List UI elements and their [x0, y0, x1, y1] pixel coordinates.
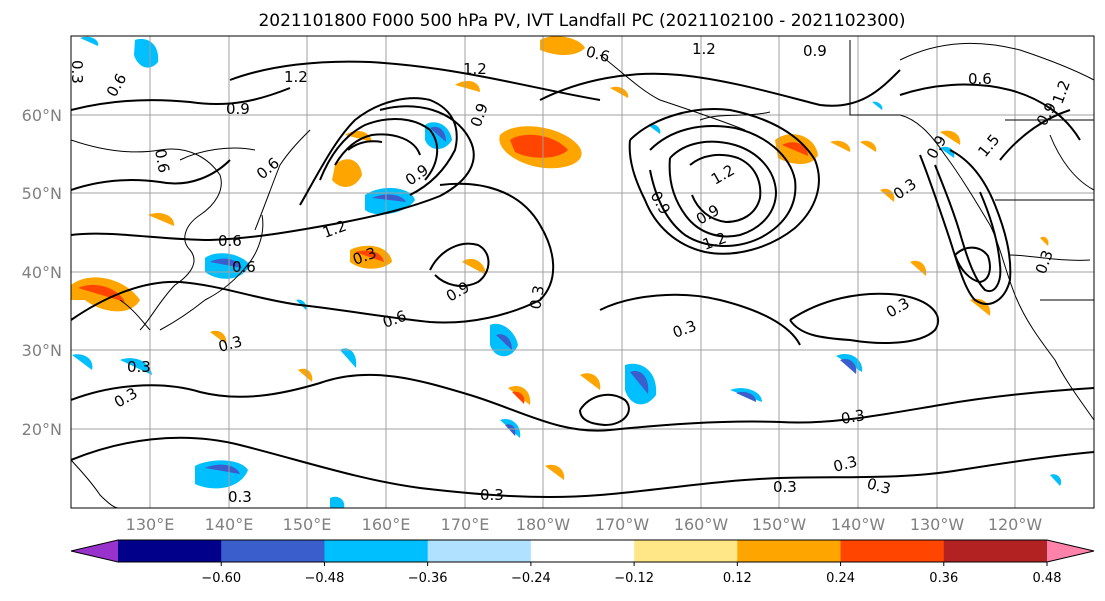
lon-label: 120°W [988, 515, 1043, 534]
lon-label: 140°E [205, 515, 254, 534]
lon-label: 160°E [362, 515, 411, 534]
colorbar-tick-label: −0.12 [614, 571, 654, 586]
colorbar-tick-label: −0.60 [201, 571, 241, 586]
lon-label: 170°W [595, 515, 650, 534]
colorbar-outline [70, 539, 1095, 563]
lon-label: 130°W [910, 515, 965, 534]
lon-label: 180°W [516, 515, 571, 534]
lon-label: 140°W [831, 515, 886, 534]
lon-label: 170°E [441, 515, 490, 534]
lon-label: 130°E [126, 515, 175, 534]
lat-label: 50°N [22, 184, 62, 203]
coastlines [71, 40, 1094, 508]
colorbar-bin [427, 540, 532, 562]
contour-label: 0.6 [584, 42, 612, 66]
colorbar-bin [530, 540, 635, 562]
lat-label: 20°N [22, 420, 62, 439]
pv-shading [71, 36, 1062, 508]
contour-label: 0.3 [526, 284, 548, 311]
contour-label: 0.3 [840, 406, 867, 428]
contour-label: 0.3 [865, 474, 893, 498]
contour-label: 0.9 [803, 42, 827, 60]
negative-anomaly-regions [72, 36, 1062, 508]
colorbar-tick-label: 0.24 [826, 571, 855, 586]
graticule [71, 36, 1094, 508]
map-title: 2021101800 F000 500 hPa PV, IVT Landfall… [258, 11, 905, 31]
colorbar: −0.60 −0.48 −0.36 −0.24 −0.12 0.12 0.24 0.36 0.4… [70, 539, 1095, 586]
lon-label: 150°W [752, 515, 807, 534]
contour-label: 0.6 [151, 148, 173, 175]
colorbar-bin [118, 540, 222, 562]
contour-label: 1.2 [463, 60, 487, 78]
positive-anomaly-regions [71, 36, 1049, 480]
lat-label: 40°N [22, 263, 62, 282]
contour-label: 0.3 [831, 452, 859, 476]
contour-label: 1.2 [284, 68, 308, 86]
pv-contours [71, 60, 1094, 499]
colorbar-bin [324, 540, 429, 562]
colorbar-bin [221, 540, 325, 562]
map-frame [70, 35, 1095, 509]
contour-label: 0.3 [228, 488, 252, 506]
colorbar-extend-low [71, 540, 118, 562]
map-panel: 0.3 0.6 1.2 0.9 0.6 1.2 0.9 0.6 0.9 1.2 … [68, 36, 1094, 508]
lon-label: 160°W [674, 515, 729, 534]
longitude-labels: 130°E 140°E 150°E 160°E 170°E 180°W 170°… [126, 515, 1043, 534]
contour-label: 0.6 [968, 70, 992, 88]
colorbar-tick-label: −0.36 [408, 571, 448, 586]
contour-label: 0.3 [773, 478, 797, 496]
contour-label: 0.3 [127, 358, 151, 376]
contour-label: 0.3 [68, 60, 86, 84]
contour-label: 0.6 [232, 258, 256, 276]
colorbar-bin [840, 540, 945, 562]
contour-label: 0.3 [216, 332, 244, 356]
colorbar-tick-label: −0.48 [305, 571, 345, 586]
latitude-labels: 60°N 50°N 40°N 30°N 20°N [22, 106, 62, 439]
contour-label: 0.3 [480, 486, 504, 504]
contour-label: 0.9 [226, 100, 250, 118]
lat-label: 30°N [22, 341, 62, 360]
lat-label: 60°N [22, 106, 62, 125]
colorbar-tick-label: 0.48 [1033, 571, 1062, 586]
colorbar-extend-high [1047, 540, 1094, 562]
contour-label: 1.2 [692, 40, 716, 58]
contour-label: 0.6 [218, 232, 242, 250]
colorbar-bin [737, 540, 842, 562]
colorbar-tick-label: −0.24 [511, 571, 551, 586]
lon-label: 150°E [283, 515, 332, 534]
colorbar-tick-label: 0.12 [723, 571, 752, 586]
colorbar-tick-label: 0.36 [929, 571, 958, 586]
colorbar-bin [634, 540, 738, 562]
colorbar-bin [943, 540, 1048, 562]
